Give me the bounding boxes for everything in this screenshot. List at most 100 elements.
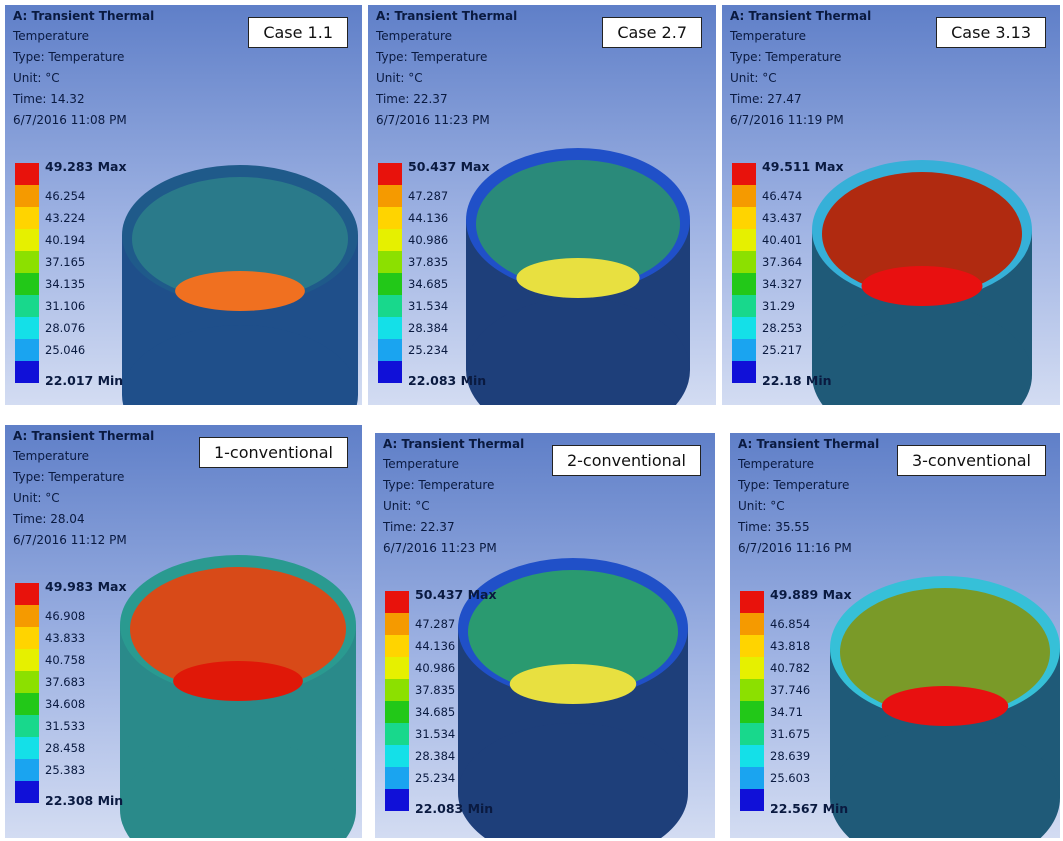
hot-spot: [882, 686, 1009, 726]
legend-swatch: [15, 361, 39, 383]
legend-swatch: [740, 723, 764, 745]
legend-label: 37.835: [415, 683, 455, 697]
legend-swatch: [15, 671, 39, 693]
info-line: Unit: °C: [376, 71, 423, 85]
info-line: Type: Temperature: [738, 478, 849, 492]
legend-label: 25.383: [45, 763, 85, 777]
legend-label: 49.983 Max: [45, 579, 127, 594]
legend-label: 25.234: [408, 343, 448, 357]
legend-label: 40.401: [762, 233, 802, 247]
info-line: Temperature: [13, 449, 89, 463]
legend-swatch: [15, 273, 39, 295]
legend-label: 43.437: [762, 211, 802, 225]
legend-label: 37.746: [770, 683, 810, 697]
legend-swatch: [378, 339, 402, 361]
legend-swatch: [15, 715, 39, 737]
legend-label: 22.083 Min: [415, 801, 493, 816]
legend-swatch: [740, 635, 764, 657]
legend-swatch: [378, 163, 402, 185]
legend-label: 46.854: [770, 617, 810, 631]
legend-label: 34.71: [770, 705, 803, 719]
legend-label: 49.283 Max: [45, 159, 127, 174]
info-line: Unit: °C: [13, 491, 60, 505]
info-line: 6/7/2016 11:08 PM: [13, 113, 127, 127]
legend-label: 37.835: [408, 255, 448, 269]
legend-swatch: [732, 295, 756, 317]
result-panel: A: Transient ThermalTemperatureType: Tem…: [730, 433, 1060, 838]
info-line: 6/7/2016 11:23 PM: [376, 113, 490, 127]
info-line: Time: 35.55: [738, 520, 810, 534]
legend-swatch: [740, 679, 764, 701]
info-line: Time: 22.37: [376, 92, 448, 106]
legend-label: 44.136: [415, 639, 455, 653]
info-line: Time: 27.47: [730, 92, 802, 106]
info-line: 6/7/2016 11:16 PM: [738, 541, 852, 555]
info-line: Unit: °C: [13, 71, 60, 85]
legend-swatch: [732, 251, 756, 273]
legend-label: 31.534: [415, 727, 455, 741]
legend-label: 50.437 Max: [415, 587, 497, 602]
info-line: Unit: °C: [738, 499, 785, 513]
legend-swatch: [378, 273, 402, 295]
legend-label: 40.782: [770, 661, 810, 675]
hot-spot: [510, 664, 637, 704]
legend-label: 31.533: [45, 719, 85, 733]
legend-label: 31.675: [770, 727, 810, 741]
legend-swatch: [385, 635, 409, 657]
legend-swatch: [732, 185, 756, 207]
legend-label: 31.106: [45, 299, 85, 313]
case-label: Case 3.13: [936, 17, 1046, 48]
legend-swatch: [378, 251, 402, 273]
info-line: Time: 14.32: [13, 92, 85, 106]
info-line: 6/7/2016 11:19 PM: [730, 113, 844, 127]
legend-label: 28.639: [770, 749, 810, 763]
legend-swatch: [732, 339, 756, 361]
legend-label: 47.287: [408, 189, 448, 203]
legend-label: 22.083 Min: [408, 373, 486, 388]
legend-label: 34.608: [45, 697, 85, 711]
result-panel: A: Transient ThermalTemperatureType: Tem…: [5, 425, 362, 838]
hot-spot: [175, 271, 305, 311]
legend-swatch: [732, 317, 756, 339]
panel-title: A: Transient Thermal: [730, 9, 871, 23]
legend-swatch: [385, 591, 409, 613]
legend-label: 40.194: [45, 233, 85, 247]
legend-swatch: [15, 163, 39, 185]
panel-title: A: Transient Thermal: [13, 429, 154, 443]
info-line: Temperature: [738, 457, 814, 471]
panel-title: A: Transient Thermal: [13, 9, 154, 23]
info-line: Temperature: [13, 29, 89, 43]
info-line: 6/7/2016 11:23 PM: [383, 541, 497, 555]
legend-swatch: [385, 679, 409, 701]
legend-swatch: [15, 339, 39, 361]
legend-swatch: [732, 207, 756, 229]
legend-swatch: [740, 591, 764, 613]
legend-label: 43.818: [770, 639, 810, 653]
hot-spot: [173, 661, 303, 701]
legend-swatch: [15, 295, 39, 317]
info-line: 6/7/2016 11:12 PM: [13, 533, 127, 547]
hot-spot: [862, 266, 983, 306]
info-line: Temperature: [376, 29, 452, 43]
legend-swatch: [15, 693, 39, 715]
legend-label: 47.287: [415, 617, 455, 631]
legend-label: 34.327: [762, 277, 802, 291]
legend-swatch: [385, 723, 409, 745]
legend-swatch: [378, 295, 402, 317]
legend-swatch: [732, 273, 756, 295]
legend-label: 46.908: [45, 609, 85, 623]
legend-label: 28.384: [415, 749, 455, 763]
legend-label: 25.234: [415, 771, 455, 785]
info-line: Type: Temperature: [730, 50, 841, 64]
legend-label: 22.567 Min: [770, 801, 848, 816]
legend-swatch: [15, 649, 39, 671]
case-label: 2-conventional: [552, 445, 701, 476]
legend-label: 25.046: [45, 343, 85, 357]
legend-label: 40.986: [408, 233, 448, 247]
legend-label: 43.833: [45, 631, 85, 645]
legend-label: 34.685: [415, 705, 455, 719]
legend-label: 37.165: [45, 255, 85, 269]
